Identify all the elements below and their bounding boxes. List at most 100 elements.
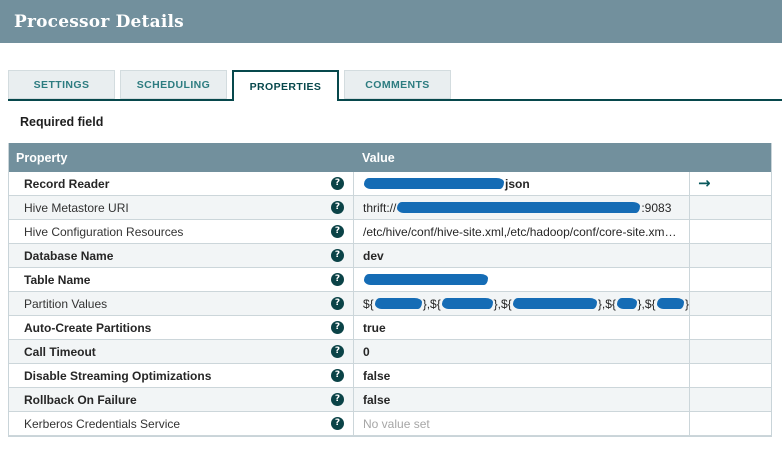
column-header-property: Property (16, 150, 68, 165)
tab-underline (8, 99, 782, 101)
table-header-row: Property Value (9, 143, 771, 172)
value-text: thrift:// (363, 200, 397, 215)
value-text: },${ (422, 296, 441, 311)
property-cell: Kerberos Credentials Service? (9, 412, 353, 435)
value-text: false (363, 368, 391, 383)
table-row: Hive Metastore URI? thrift:// :9083 (9, 196, 771, 220)
property-value (353, 268, 689, 291)
help-icon[interactable]: ? (331, 297, 344, 310)
property-name: Hive Configuration Resources (24, 224, 184, 239)
property-name: Auto-Create Partitions (24, 320, 152, 335)
goto-cell (689, 268, 771, 291)
help-icon[interactable]: ? (331, 321, 344, 334)
property-cell: Table Name? (9, 268, 353, 291)
goto-cell (689, 292, 771, 315)
value-text: ${ (363, 296, 374, 311)
property-value: No value set (353, 412, 689, 435)
table-row: Table Name? (9, 268, 771, 292)
required-field-legend: Required field (20, 115, 104, 129)
value-text: No value set (363, 416, 430, 431)
value-text: },${ (493, 296, 512, 311)
value-text: /etc/hive/conf/hive-site.xml,/etc/hadoop… (363, 224, 677, 239)
property-cell: Rollback On Failure? (9, 388, 353, 411)
table-row: Record Reader? json → (9, 172, 771, 196)
help-icon[interactable]: ? (331, 225, 344, 238)
property-cell: Disable Streaming Optimizations? (9, 364, 353, 387)
property-cell: Database Name? (9, 244, 353, 267)
goto-service-icon[interactable]: → (698, 174, 711, 192)
property-cell: Record Reader? (9, 172, 353, 195)
help-icon[interactable]: ? (331, 201, 344, 214)
properties-table: Property Value Record Reader? json → Hive M… (8, 143, 772, 437)
table-row: Call Timeout? 0 (9, 340, 771, 364)
goto-cell (689, 244, 771, 267)
property-value: dev (353, 244, 689, 267)
property-name: Disable Streaming Optimizations (24, 368, 212, 383)
tab-scheduling[interactable]: SCHEDULING (120, 70, 227, 99)
property-value: true (353, 316, 689, 339)
redacted-value (616, 298, 637, 309)
property-value: /etc/hive/conf/hive-site.xml,/etc/hadoop… (353, 220, 689, 243)
help-icon[interactable]: ? (331, 417, 344, 430)
goto-cell (689, 340, 771, 363)
value-text: true (363, 320, 386, 335)
property-value: thrift:// :9083 (353, 196, 689, 219)
help-icon[interactable]: ? (331, 249, 344, 262)
help-icon[interactable]: ? (331, 273, 344, 286)
property-cell: Partition Values? (9, 292, 353, 315)
goto-cell (689, 316, 771, 339)
table-row: Rollback On Failure? false (9, 388, 771, 412)
property-cell: Hive Metastore URI? (9, 196, 353, 219)
goto-cell: → (689, 172, 771, 195)
value-text: :9083 (641, 200, 672, 215)
property-name: Hive Metastore URI (24, 200, 129, 215)
property-name: Rollback On Failure (24, 392, 137, 407)
value-text: },${ (637, 296, 656, 311)
property-cell: Hive Configuration Resources? (9, 220, 353, 243)
table-row: Hive Configuration Resources? /etc/hive/c… (9, 220, 771, 244)
value-text: dev (363, 248, 384, 263)
property-name: Table Name (24, 272, 91, 287)
value-text: false (363, 392, 391, 407)
value-text: 0 (363, 344, 370, 359)
goto-cell (689, 388, 771, 411)
property-value: false (353, 364, 689, 387)
table-row: Database Name? dev (9, 244, 771, 268)
goto-cell (689, 196, 771, 219)
table-row: Kerberos Credentials Service? No value se… (9, 412, 771, 436)
column-header-value: Value (362, 150, 395, 165)
help-icon[interactable]: ? (331, 369, 344, 382)
table-row: Auto-Create Partitions? true (9, 316, 771, 340)
property-value: 0 (353, 340, 689, 363)
dialog-titlebar: Processor Details (0, 0, 782, 43)
table-row: Partition Values? ${ },${ },${ },${ },${} (9, 292, 771, 316)
property-table-body: Record Reader? json → Hive Metastore URI? th… (9, 172, 771, 436)
tab-properties[interactable]: PROPERTIES (232, 70, 339, 101)
redacted-value (397, 202, 641, 213)
redacted-value (364, 274, 488, 285)
help-icon[interactable]: ? (331, 393, 344, 406)
redacted-value (512, 298, 597, 309)
goto-cell (689, 412, 771, 435)
property-name: Record Reader (24, 176, 110, 191)
property-cell: Call Timeout? (9, 340, 353, 363)
redacted-value (364, 178, 504, 189)
property-value: ${ },${ },${ },${ },${} (353, 292, 689, 315)
tab-bar: SETTINGS SCHEDULING PROPERTIES COMMENTS (8, 70, 782, 101)
property-name: Database Name (24, 248, 114, 263)
property-cell: Auto-Create Partitions? (9, 316, 353, 339)
redacted-value (441, 298, 493, 309)
redacted-value (656, 298, 684, 309)
property-name: Call Timeout (24, 344, 96, 359)
tab-comments[interactable]: COMMENTS (344, 70, 451, 99)
property-name: Kerberos Credentials Service (24, 416, 181, 431)
redacted-value (374, 298, 422, 309)
property-name: Partition Values (24, 296, 108, 311)
help-icon[interactable]: ? (331, 177, 344, 190)
tab-settings[interactable]: SETTINGS (8, 70, 115, 99)
value-text: },${ (597, 296, 616, 311)
help-icon[interactable]: ? (331, 345, 344, 358)
value-text: } (684, 296, 689, 311)
goto-cell (689, 220, 771, 243)
property-value: json (353, 172, 689, 195)
